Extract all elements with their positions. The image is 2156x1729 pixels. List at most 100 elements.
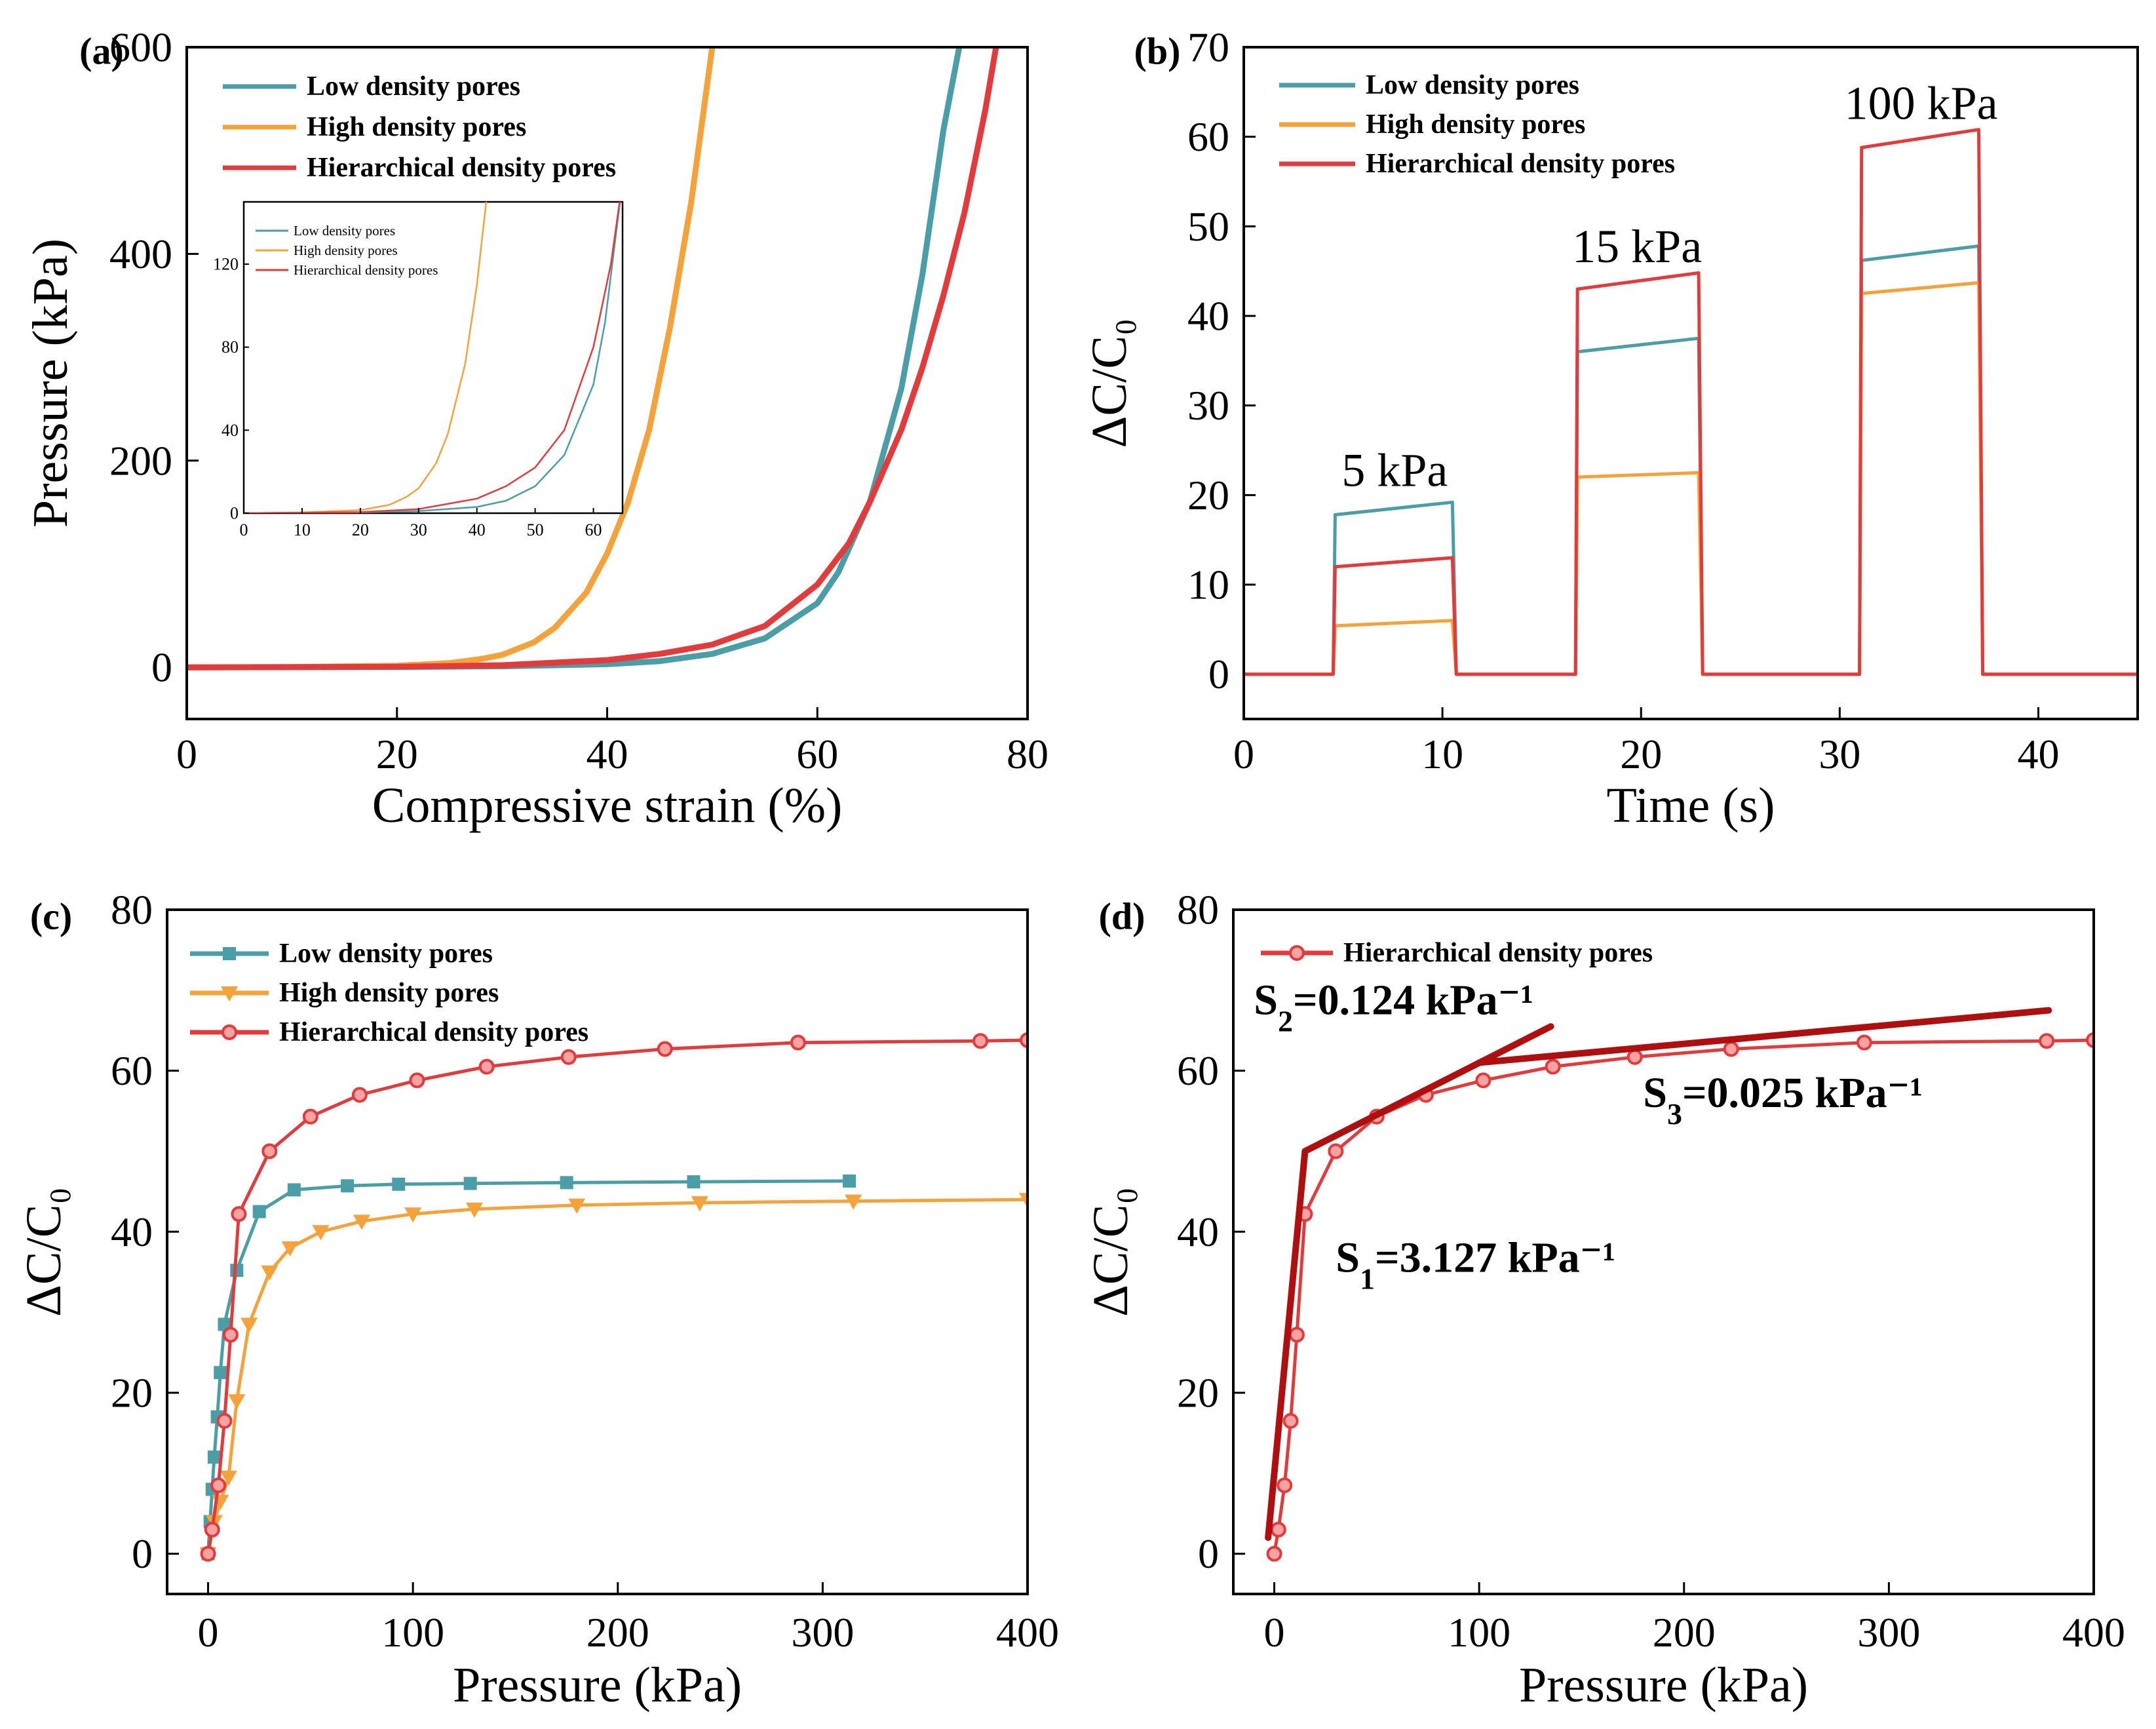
y-tick-label: 200	[109, 437, 172, 484]
plot-area	[1244, 128, 2138, 676]
legend-label: Low density pores	[1366, 70, 1579, 100]
x-tick-label: 30	[1819, 731, 1860, 777]
inset-series-line-2	[244, 202, 621, 513]
y-tick-label: 0	[1208, 651, 1229, 697]
data-point	[207, 1450, 221, 1464]
pressure-annotation: 5 kPa	[1341, 444, 1448, 497]
y-tick-label: 0	[1198, 1530, 1219, 1577]
data-point	[1723, 1041, 1739, 1057]
data-point	[252, 1205, 266, 1218]
y-tick-label: 50	[1187, 203, 1229, 250]
legend-label: High density pores	[279, 978, 499, 1008]
y-tick-label: 40	[111, 1209, 153, 1255]
x-tick-label: 40	[2017, 731, 2059, 777]
legend-marker	[223, 947, 236, 960]
x-tick-label: 20	[376, 731, 418, 777]
data-point	[241, 1317, 258, 1333]
inset-x-tick-label: 10	[294, 520, 311, 539]
data-point	[560, 1049, 577, 1065]
y-tick-label: 20	[1177, 1369, 1219, 1416]
data-point	[1475, 1072, 1492, 1089]
inset-y-tick-label: 40	[221, 421, 239, 440]
legend-marker	[1289, 945, 1305, 961]
x-tick-label: 0	[198, 1609, 219, 1656]
x-tick-label: 200	[587, 1609, 649, 1656]
data-point	[210, 1477, 227, 1494]
legend-label: Hierarchical density pores	[307, 153, 616, 183]
data-point	[287, 1183, 301, 1197]
y-tick-label: 40	[1177, 1209, 1219, 1255]
x-tick-label: 60	[796, 731, 838, 777]
y-axis-label: ΔC/C₀	[1083, 1187, 1138, 1317]
x-tick-label: 0	[1233, 731, 1254, 777]
y-tick-label: 20	[1187, 472, 1229, 518]
inset-series-line-1	[244, 202, 488, 513]
y-tick-label: 400	[109, 231, 172, 277]
data-point	[1020, 1032, 1028, 1048]
plot-area	[187, 47, 999, 670]
y-tick-label: 60	[1177, 1047, 1219, 1094]
series-line-1	[206, 1197, 1028, 1555]
panel-label: (d)	[1099, 895, 1145, 937]
y-tick-label: 70	[1187, 24, 1229, 71]
panel-d: (d) 0 100 200 300 400 0 20 40 60 80 Pressure (kPa) Δ…	[1083, 887, 2125, 1713]
data-point	[231, 1206, 247, 1222]
data-point	[220, 1470, 237, 1486]
x-tick-label: 300	[1857, 1609, 1920, 1656]
x-tick-label: 100	[1448, 1609, 1511, 1656]
series-line-1	[1244, 281, 2138, 676]
data-point	[228, 1394, 246, 1410]
slope-label: S2=0.124 kPa⁻¹	[1254, 977, 1533, 1038]
slope-label: S1=3.127 kPa⁻¹	[1336, 1234, 1615, 1296]
legend-label: Low density pores	[279, 939, 493, 969]
inset-legend-label: Hierarchical density pores	[294, 262, 438, 278]
x-tick-label: 400	[996, 1609, 1059, 1656]
data-point	[2039, 1033, 2055, 1049]
data-point	[404, 1207, 422, 1223]
x-tick-label: 40	[587, 731, 628, 777]
data-point	[1019, 1193, 1028, 1209]
data-point	[261, 1143, 278, 1159]
series-line-2	[206, 1038, 1028, 1555]
x-tick-label: 80	[1007, 731, 1049, 777]
y-axis-label: Pressure (kPa)	[23, 239, 78, 528]
data-point	[1856, 1034, 1872, 1051]
data-point	[463, 1176, 477, 1190]
x-tick-label: 0	[176, 731, 197, 777]
fit-line	[1301, 1023, 1554, 1155]
data-point	[1545, 1059, 1561, 1075]
axes-frame	[166, 908, 1029, 1595]
data-point	[409, 1072, 425, 1089]
data-point	[200, 1545, 216, 1562]
data-point	[302, 1108, 318, 1125]
y-tick-label: 80	[1177, 887, 1219, 933]
data-point	[351, 1087, 368, 1103]
legend-label: Hierarchical density pores	[1343, 938, 1653, 968]
data-point	[843, 1174, 857, 1188]
data-point	[790, 1034, 806, 1051]
legend-label: Low density pores	[307, 71, 520, 102]
data-point	[1328, 1143, 1344, 1159]
data-point	[216, 1412, 233, 1429]
inset-x-tick-label: 0	[240, 520, 248, 539]
data-point	[353, 1214, 370, 1230]
y-tick-label: 40	[1187, 293, 1229, 340]
axes-frame	[1242, 46, 2139, 720]
inset-y-tick-label: 0	[230, 504, 239, 523]
data-point	[312, 1225, 330, 1241]
y-tick-label: 60	[111, 1047, 153, 1094]
series-line-0	[206, 1179, 850, 1554]
inset-legend-label: High density pores	[294, 243, 398, 258]
x-axis-label: Time (s)	[1607, 778, 1775, 833]
pressure-annotation: 100 kPa	[1845, 77, 1998, 129]
data-point	[972, 1033, 989, 1049]
x-tick-label: 10	[1421, 731, 1463, 777]
data-point	[560, 1176, 573, 1190]
inset-x-tick-label: 30	[410, 520, 427, 539]
series-line-2	[1244, 128, 2138, 676]
axes-frame	[185, 46, 1029, 720]
data-point	[657, 1041, 673, 1057]
legend-marker	[221, 986, 238, 1001]
